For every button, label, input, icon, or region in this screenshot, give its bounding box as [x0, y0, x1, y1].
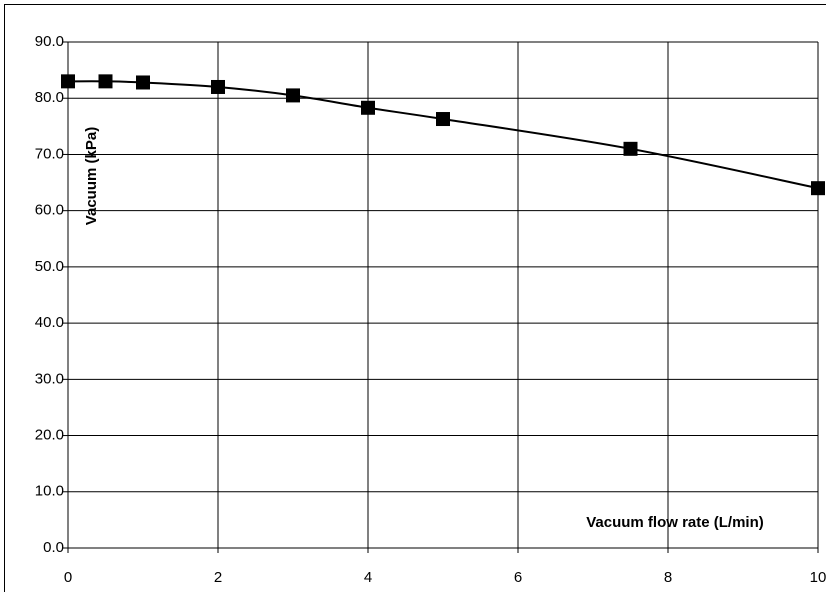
- y-tick-label: 70.0: [35, 145, 64, 162]
- y-tick-label: 0.0: [43, 539, 64, 556]
- x-tick-label: 8: [664, 569, 672, 586]
- chart-frame: [4, 4, 826, 592]
- marker: [136, 75, 150, 90]
- y-tick-label: 50.0: [35, 258, 64, 275]
- marker: [211, 79, 225, 94]
- y-tick-label: 30.0: [35, 370, 64, 387]
- x-tick-label: 2: [214, 569, 222, 586]
- y-tick-label: 40.0: [35, 314, 64, 331]
- x-tick-label: 10: [810, 569, 826, 586]
- marker: [436, 112, 450, 127]
- y-tick-label: 90.0: [35, 33, 64, 50]
- y-tick-label: 20.0: [35, 427, 64, 444]
- marker: [811, 181, 825, 196]
- x-axis-label: Vacuum flow rate (L/min): [586, 514, 764, 531]
- marker: [623, 141, 638, 156]
- marker: [61, 74, 75, 89]
- y-tick-label: 60.0: [35, 202, 64, 219]
- y-tick-label: 80.0: [35, 89, 64, 106]
- x-tick-label: 0: [64, 569, 72, 586]
- x-tick-label: 4: [364, 569, 372, 586]
- marker: [286, 88, 300, 103]
- y-axis-label: Vacuum (kPa): [83, 127, 100, 225]
- marker: [98, 74, 113, 89]
- marker: [361, 100, 375, 115]
- x-tick-label: 6: [514, 569, 522, 586]
- y-tick-label: 10.0: [35, 483, 64, 500]
